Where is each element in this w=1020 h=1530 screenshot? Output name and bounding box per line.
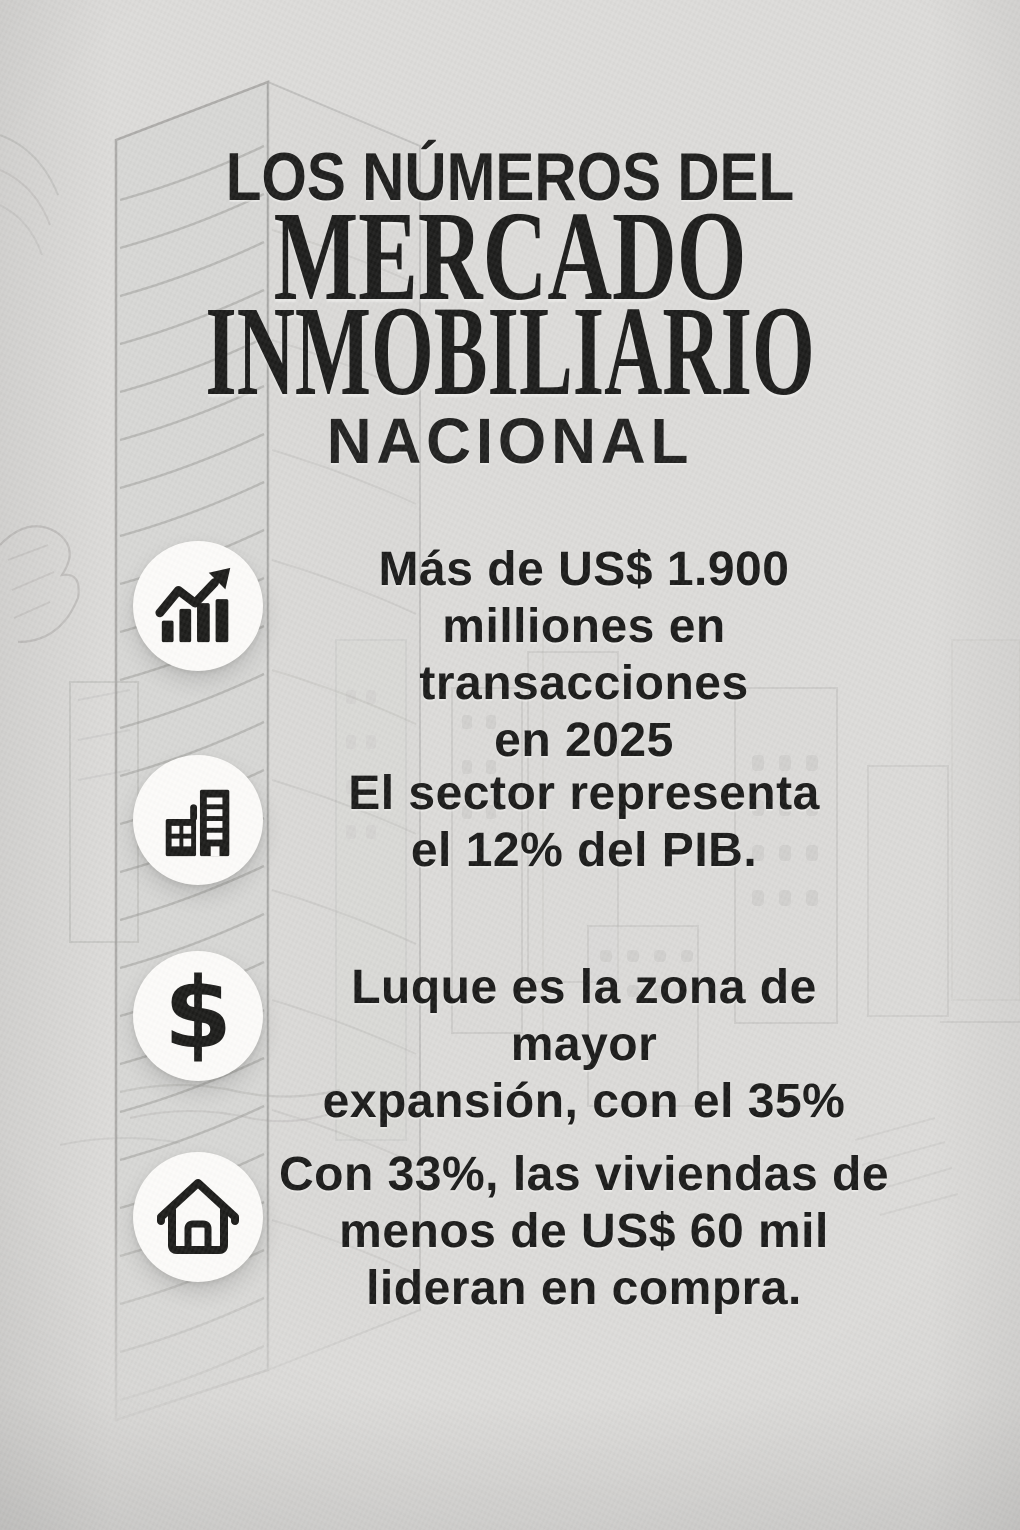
stat-text-transactions: Más de US$ 1.900 milliones en transaccio…: [378, 543, 790, 767]
dollar-icon: $: [133, 951, 263, 1081]
buildings-icon: [133, 755, 263, 885]
stat-text-homes: Con 33%, las viviendas de menos de US$ 6…: [278, 1148, 890, 1315]
title-line-inmobiliario: INMOBILIARIO: [205, 280, 815, 422]
tower-sketch: [114, 80, 421, 1422]
stat-text-gdp: El sector representa el 12% del PIB.: [348, 767, 820, 877]
margin-doodles: [0, 134, 959, 1216]
house-icon: [133, 1152, 263, 1282]
title-kicker: LOS NÚMEROS DEL: [225, 139, 795, 215]
dollar-sign: $: [163, 957, 233, 1071]
stat-text-luque: Luque es la zona de mayor expansión, con…: [322, 961, 846, 1128]
title-line-mercado: MERCADO: [273, 185, 747, 327]
skyline-sketch: [335, 639, 1020, 1141]
title-subtitle: NACIONAL: [326, 405, 694, 477]
chart-growth-icon: [133, 541, 263, 671]
